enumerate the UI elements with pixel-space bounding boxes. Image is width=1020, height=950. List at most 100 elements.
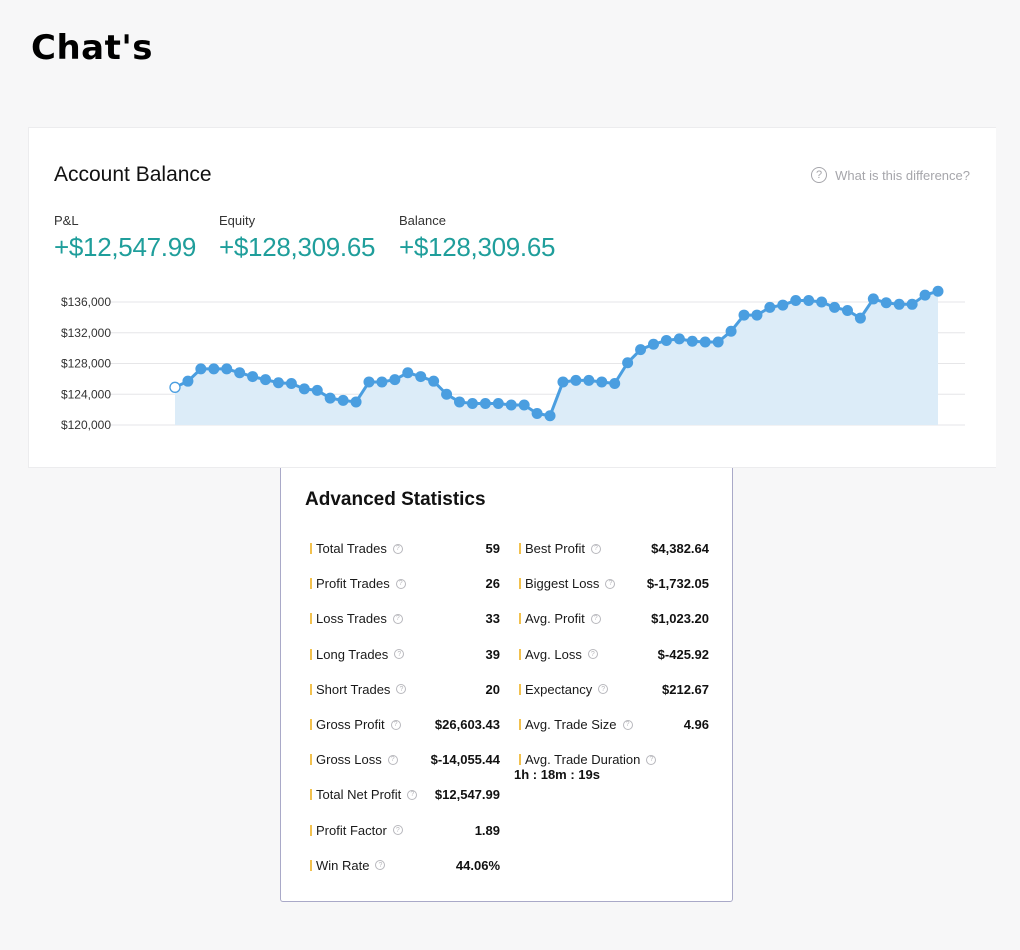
help-icon[interactable]: ?	[394, 649, 405, 660]
data-point	[415, 371, 427, 383]
metric-equity: Equity +$128,309.65	[219, 213, 375, 263]
data-point	[298, 383, 310, 395]
help-icon[interactable]: ?	[392, 613, 403, 624]
stat-row-gross-loss: Gross Loss? $-14,055.44	[310, 742, 500, 777]
metric-label: Equity	[219, 213, 256, 228]
help-icon[interactable]: ?	[590, 613, 601, 624]
accent-bar	[310, 648, 312, 660]
data-point	[738, 309, 750, 321]
data-point	[505, 399, 517, 411]
metric-balance: Balance +$128,309.65	[399, 213, 555, 263]
stat-row-total-trades: Total Trades? 59	[310, 531, 500, 566]
help-icon[interactable]: ?	[395, 578, 406, 589]
accent-bar	[310, 754, 312, 766]
data-point	[363, 376, 375, 388]
stat-value: $-425.92	[657, 646, 709, 662]
data-point	[609, 377, 621, 389]
data-point	[195, 363, 207, 375]
data-point	[596, 376, 608, 388]
accent-bar	[519, 543, 521, 555]
stat-row-expectancy: Expectancy? $212.67	[519, 672, 709, 707]
stat-label: Biggest Loss	[525, 576, 600, 592]
help-icon[interactable]: ?	[590, 543, 601, 554]
data-point	[570, 374, 582, 386]
stat-row-biggest-loss: Biggest Loss? $-1,732.05	[519, 566, 709, 601]
data-point	[441, 388, 453, 400]
data-point	[790, 294, 802, 306]
data-point	[557, 376, 569, 388]
stat-value: $1,023.20	[651, 611, 709, 627]
advanced-statistics-card: Advanced Statistics Total Trades? 59 Pro…	[280, 468, 733, 902]
stat-row-avg-trade-size: Avg. Trade Size? 4.96	[519, 707, 709, 742]
y-tick-label: $120,000	[61, 418, 111, 432]
stats-title: Advanced Statistics	[305, 489, 486, 510]
help-icon[interactable]: ?	[598, 684, 609, 695]
stats-left-column: Total Trades? 59 Profit Trades? 26 Loss …	[310, 531, 500, 883]
help-icon[interactable]: ?	[392, 543, 403, 554]
help-icon[interactable]: ?	[407, 789, 418, 800]
stat-label: Win Rate	[316, 857, 370, 873]
stat-value: 59	[485, 541, 500, 557]
stat-label: Long Trades	[316, 646, 389, 662]
stat-label: Expectancy	[525, 681, 593, 697]
data-point	[829, 301, 841, 313]
metric-pnl: P&L +$12,547.99	[54, 213, 196, 263]
data-point	[221, 363, 233, 375]
data-point	[247, 371, 259, 383]
data-point	[932, 285, 944, 297]
accent-bar	[310, 613, 312, 625]
y-tick-label: $124,000	[61, 387, 111, 401]
help-icon[interactable]: ?	[622, 719, 633, 730]
stat-label: Gross Loss	[316, 752, 382, 768]
help-link[interactable]: ? What is this difference?	[811, 167, 970, 183]
help-icon[interactable]: ?	[646, 754, 657, 765]
data-point	[712, 336, 724, 348]
stat-label: Loss Trades	[316, 611, 387, 627]
data-point	[337, 394, 349, 406]
balance-chart: $136,000 $132,000 $128,000 $124,000 $120,000	[61, 285, 965, 432]
stat-row-long-trades: Long Trades? 39	[310, 637, 500, 672]
card-title: Account Balance	[54, 163, 212, 186]
data-point	[816, 296, 828, 308]
accent-bar	[519, 648, 521, 660]
account-balance-card: Account Balance ? What is this differenc…	[28, 127, 996, 468]
help-icon[interactable]: ?	[392, 825, 403, 836]
help-icon[interactable]: ?	[390, 719, 401, 730]
stat-row-best-profit: Best Profit? $4,382.64	[519, 531, 709, 566]
data-point	[454, 396, 466, 408]
stat-label: Avg. Trade Size	[525, 717, 617, 733]
data-point	[893, 298, 905, 310]
stat-row-win-rate: Win Rate? 44.06%	[310, 848, 500, 883]
accent-bar	[310, 719, 312, 731]
help-icon[interactable]: ?	[605, 578, 616, 589]
data-point	[699, 336, 711, 348]
help-icon[interactable]: ?	[587, 649, 598, 660]
stat-value: $-14,055.44	[430, 752, 500, 768]
y-tick-label: $128,000	[61, 357, 111, 371]
stat-label: Short Trades	[316, 681, 391, 697]
accent-bar	[519, 754, 521, 766]
metric-value: +$12,547.99	[54, 232, 197, 262]
stat-value: 33	[485, 611, 500, 627]
accent-bar	[310, 859, 312, 871]
stat-row-avg-loss: Avg. Loss? $-425.92	[519, 637, 709, 672]
data-point	[376, 376, 388, 388]
stat-value: $26,603.43	[434, 717, 500, 733]
stat-label: Avg. Trade Duration	[525, 752, 641, 768]
stat-label: Gross Profit	[316, 717, 385, 733]
accent-bar	[519, 578, 521, 590]
stat-row-profit-trades: Profit Trades? 26	[310, 566, 500, 601]
data-point	[725, 325, 737, 337]
data-point	[673, 333, 685, 345]
stat-value: $4,382.64	[651, 541, 709, 557]
data-point	[660, 334, 672, 346]
stat-value: $212.67	[662, 681, 709, 697]
stat-label: Avg. Profit	[525, 611, 585, 627]
help-icon[interactable]: ?	[375, 860, 386, 871]
data-point	[583, 374, 595, 386]
stat-label: Profit Trades	[316, 576, 390, 592]
question-circle-icon: ?	[811, 167, 828, 183]
help-icon[interactable]: ?	[396, 684, 407, 695]
data-point	[880, 297, 892, 309]
help-icon[interactable]: ?	[387, 754, 398, 765]
